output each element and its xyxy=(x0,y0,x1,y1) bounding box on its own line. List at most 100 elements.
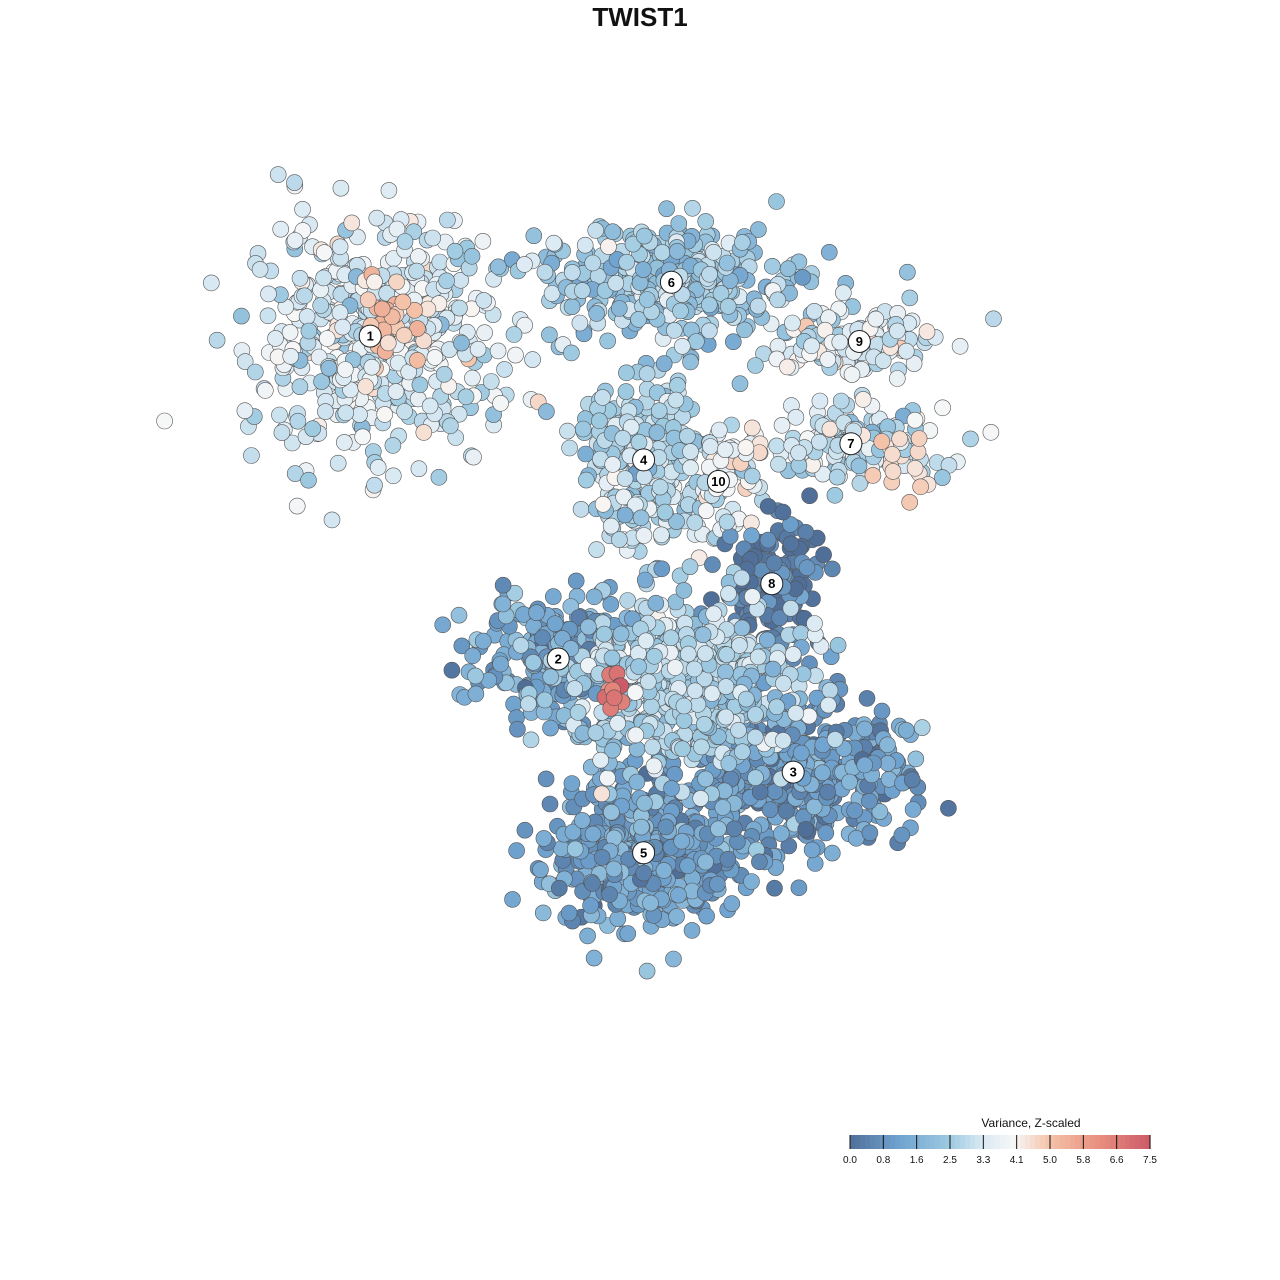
cell-point xyxy=(779,358,796,376)
cell-point xyxy=(682,353,699,371)
cell-point xyxy=(236,353,254,370)
cell-point xyxy=(587,222,605,239)
cell-point xyxy=(951,337,969,355)
cell-point xyxy=(541,326,558,344)
cell-point xyxy=(768,437,786,455)
cell-point xyxy=(759,531,777,549)
cell-point-high xyxy=(406,301,423,319)
cell-point xyxy=(525,227,543,244)
cell-point xyxy=(763,257,781,275)
cell-point xyxy=(934,469,951,486)
legend-tick-label: 5.8 xyxy=(1076,1155,1090,1166)
cell-point xyxy=(251,261,269,278)
cluster-label-2: 2 xyxy=(546,647,570,671)
cell-point xyxy=(635,227,653,245)
legend-color-segment xyxy=(890,1135,896,1149)
cell-point xyxy=(712,285,730,302)
cell-point xyxy=(907,750,925,768)
legend-color-segment xyxy=(885,1135,891,1149)
cell-point xyxy=(806,855,824,872)
cell-point xyxy=(901,289,919,307)
cell-point xyxy=(541,795,559,813)
cell-point xyxy=(384,467,402,485)
cell-point xyxy=(312,297,330,314)
legend-color-segment xyxy=(975,1135,981,1149)
cell-point xyxy=(700,296,718,314)
cell-point xyxy=(563,298,581,316)
cell-point xyxy=(873,702,891,720)
cell-point xyxy=(573,812,591,829)
cell-point xyxy=(577,445,595,463)
cell-point xyxy=(679,645,697,663)
cell-point xyxy=(665,950,682,968)
cell-point xyxy=(546,615,564,633)
cell-point xyxy=(720,755,738,772)
cell-point xyxy=(775,675,792,692)
cell-point xyxy=(614,429,632,447)
legend-color-segment xyxy=(1055,1135,1061,1149)
cell-point xyxy=(717,663,734,681)
cell-point xyxy=(856,756,874,774)
cell-point xyxy=(489,258,507,276)
cell-point xyxy=(504,891,521,908)
cell-point xyxy=(582,897,599,914)
cell-point xyxy=(542,719,559,737)
cell-point xyxy=(689,696,707,713)
cell-point xyxy=(273,424,291,441)
cell-point xyxy=(467,667,484,685)
cell-point xyxy=(888,322,906,340)
cell-point xyxy=(743,467,761,485)
cell-point xyxy=(591,412,608,430)
cell-point-high xyxy=(743,419,761,437)
cell-point xyxy=(856,720,874,738)
cell-point xyxy=(642,894,659,912)
cell-point xyxy=(269,166,287,183)
points-layer xyxy=(156,166,1002,980)
cell-point xyxy=(315,244,333,261)
cell-point xyxy=(627,726,645,744)
color-legend: Variance, Z-scaled 0.0 0.8 1.6 2.5 3.3 4.1 5.0… xyxy=(843,1116,1157,1166)
cell-point xyxy=(817,824,835,842)
cell-point xyxy=(639,673,657,691)
cell-point xyxy=(668,513,685,530)
cell-point xyxy=(829,636,847,654)
cell-point xyxy=(286,232,304,249)
cell-point xyxy=(684,200,701,217)
cell-point xyxy=(604,741,621,759)
legend-color-segment xyxy=(1100,1135,1106,1149)
cell-point xyxy=(243,447,260,464)
cell-point-high xyxy=(884,463,902,480)
cell-point xyxy=(603,803,620,821)
cell-point xyxy=(579,927,596,945)
cluster-label-text: 8 xyxy=(768,576,775,591)
cell-point xyxy=(792,744,810,762)
cell-point xyxy=(772,825,790,842)
cell-point xyxy=(761,801,779,819)
legend-color-segment xyxy=(1105,1135,1111,1149)
cell-point xyxy=(571,314,589,332)
cell-point xyxy=(782,599,800,617)
cell-point xyxy=(903,771,921,789)
cell-point xyxy=(453,637,471,655)
cell-point xyxy=(658,200,675,217)
cell-point xyxy=(751,783,769,801)
cell-point-high xyxy=(388,273,405,291)
legend-color-segment xyxy=(1050,1135,1056,1149)
cell-point xyxy=(648,424,666,441)
legend-tick-label: 2.5 xyxy=(943,1155,957,1166)
cell-point xyxy=(810,433,828,451)
cell-point-high xyxy=(873,433,891,450)
cell-point xyxy=(446,242,464,260)
cell-point xyxy=(600,238,617,255)
cell-point xyxy=(492,394,509,412)
cell-point xyxy=(410,248,427,265)
cell-point xyxy=(624,235,642,253)
cell-point xyxy=(673,832,691,850)
cell-point xyxy=(784,646,802,663)
cell-point xyxy=(593,785,611,803)
cluster-label-8: 8 xyxy=(760,572,784,596)
cell-point xyxy=(897,342,915,360)
cell-point xyxy=(962,430,979,448)
